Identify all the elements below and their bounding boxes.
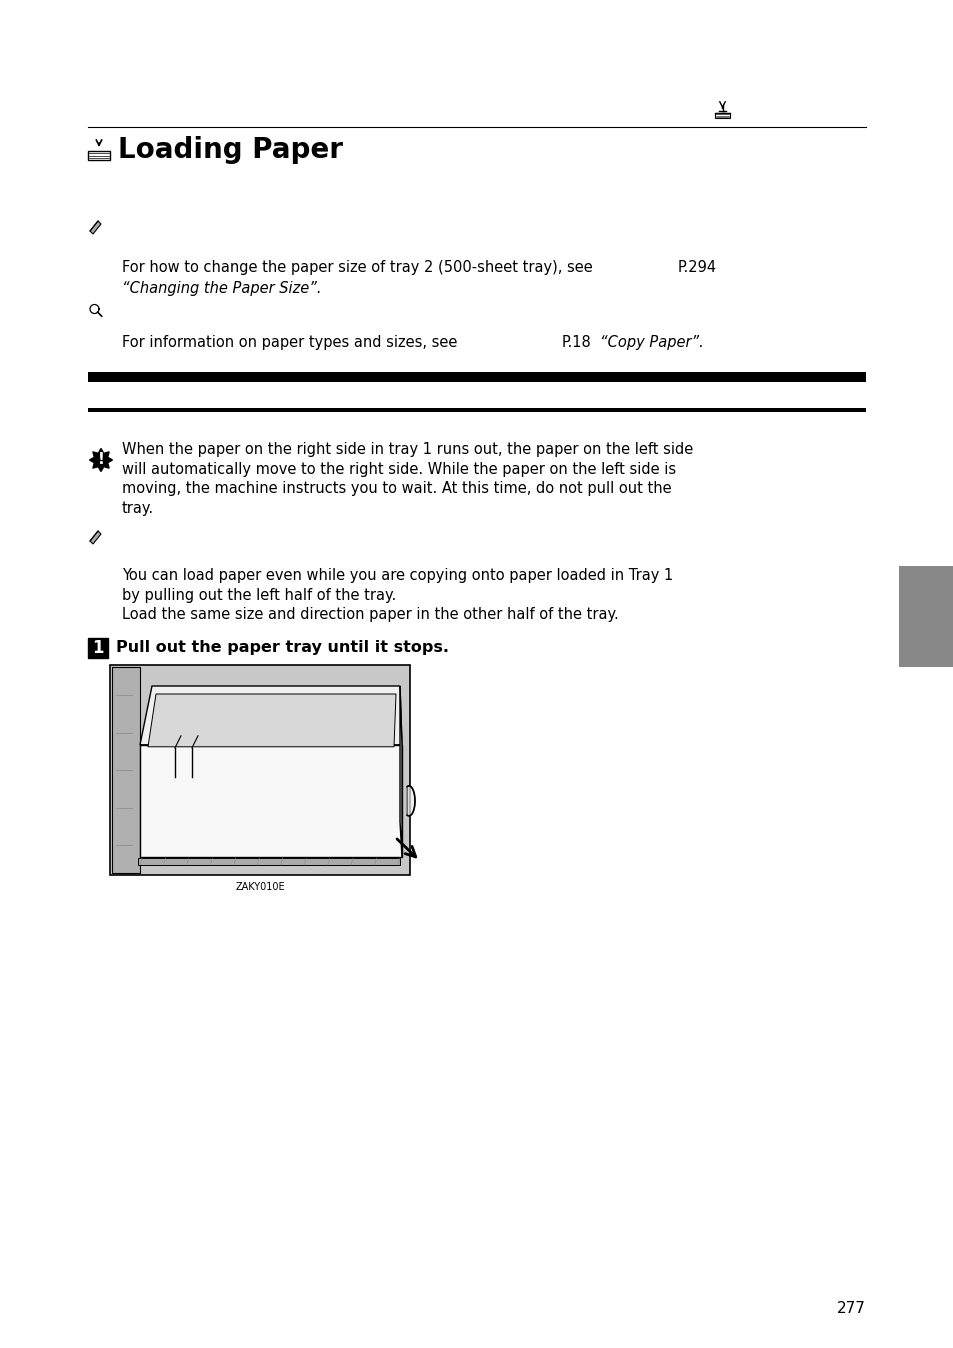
Polygon shape bbox=[140, 686, 401, 745]
Text: For information on paper types and sizes, see: For information on paper types and sizes… bbox=[122, 336, 456, 350]
Polygon shape bbox=[90, 449, 112, 472]
Polygon shape bbox=[399, 686, 401, 857]
Bar bbox=[88, 372, 865, 381]
Bar bbox=[112, 667, 140, 874]
Text: Load the same size and direction paper in the other half of the tray.: Load the same size and direction paper i… bbox=[122, 607, 618, 621]
Polygon shape bbox=[90, 531, 101, 545]
Text: When the paper on the right side in tray 1 runs out, the paper on the left side: When the paper on the right side in tray… bbox=[122, 442, 693, 457]
Bar bbox=[138, 857, 399, 865]
Text: !: ! bbox=[97, 453, 104, 468]
Text: moving, the machine instructs you to wait. At this time, do not pull out the: moving, the machine instructs you to wai… bbox=[122, 481, 671, 496]
Text: “Changing the Paper Size”.: “Changing the Paper Size”. bbox=[122, 280, 321, 297]
Polygon shape bbox=[148, 694, 395, 747]
Text: by pulling out the left half of the tray.: by pulling out the left half of the tray… bbox=[122, 588, 395, 603]
Polygon shape bbox=[407, 786, 415, 816]
Text: You can load paper even while you are copying onto paper loaded in Tray 1: You can load paper even while you are co… bbox=[122, 568, 673, 582]
Text: ZAKY010E: ZAKY010E bbox=[235, 882, 285, 892]
Text: tray.: tray. bbox=[122, 500, 154, 515]
Bar bbox=[88, 151, 110, 160]
Bar bbox=[88, 408, 865, 412]
Polygon shape bbox=[140, 745, 401, 857]
Polygon shape bbox=[90, 221, 101, 235]
Text: will automatically move to the right side. While the paper on the left side is: will automatically move to the right sid… bbox=[122, 461, 676, 476]
Text: P.18: P.18 bbox=[561, 336, 591, 350]
Text: 277: 277 bbox=[836, 1301, 865, 1316]
Text: 1: 1 bbox=[91, 639, 103, 656]
Text: P.294: P.294 bbox=[678, 260, 717, 275]
Bar bbox=[110, 665, 410, 875]
Text: Loading Paper: Loading Paper bbox=[118, 136, 343, 164]
Text: Pull out the paper tray until it stops.: Pull out the paper tray until it stops. bbox=[115, 640, 448, 655]
Bar bbox=[714, 113, 729, 119]
Bar bbox=[898, 566, 953, 667]
Text: “Copy Paper”.: “Copy Paper”. bbox=[599, 336, 703, 350]
Bar bbox=[88, 638, 108, 658]
Text: For how to change the paper size of tray 2 (500-sheet tray), see: For how to change the paper size of tray… bbox=[122, 260, 592, 275]
